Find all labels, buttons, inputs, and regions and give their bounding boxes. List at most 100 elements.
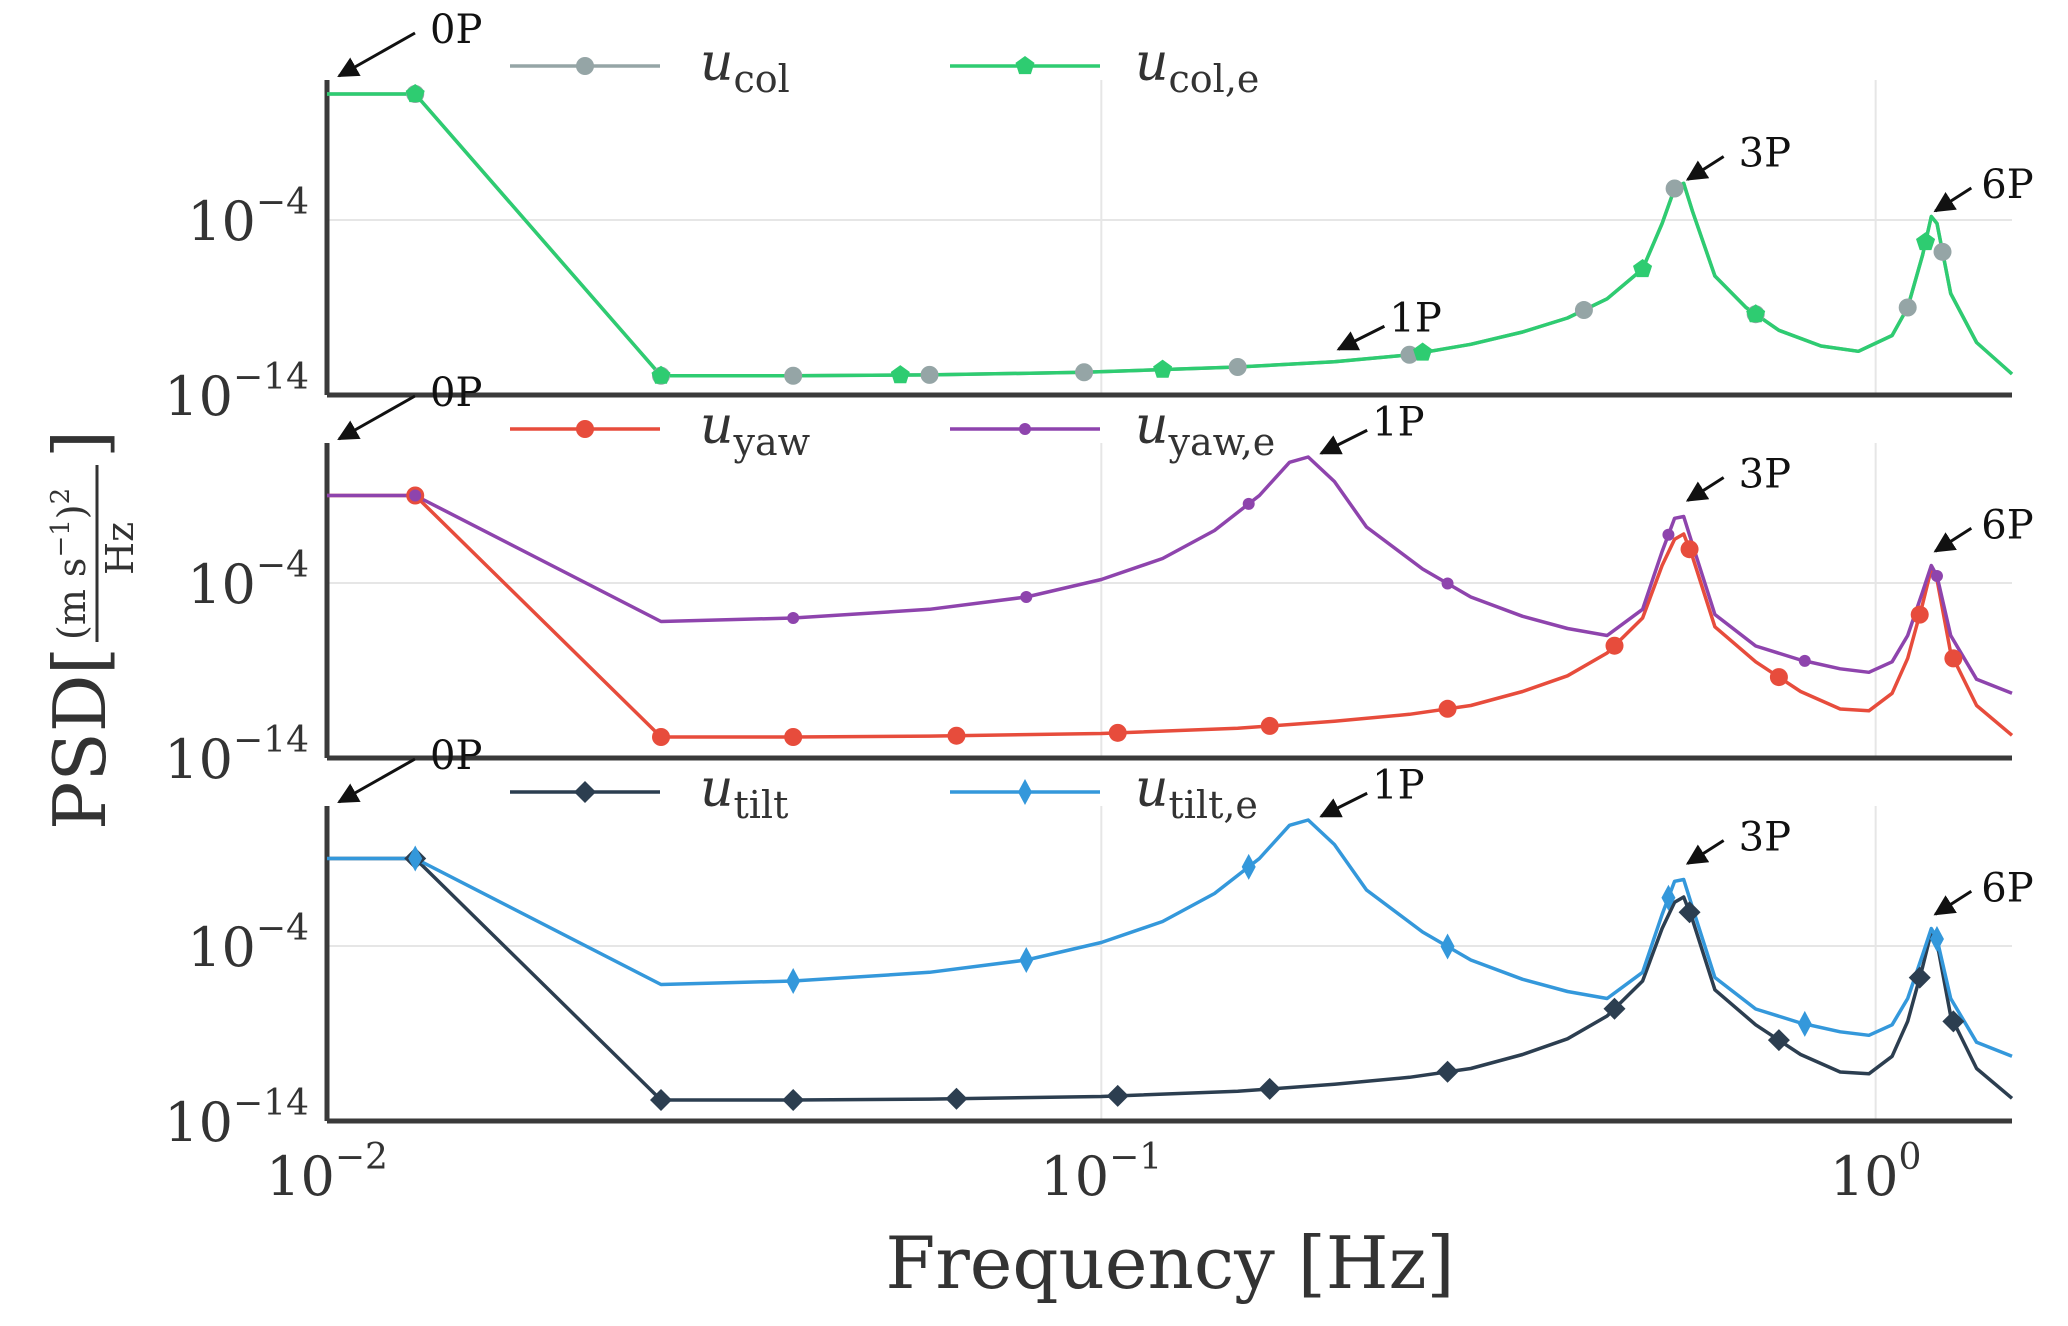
data-point-u_tilt,e <box>1019 947 1034 973</box>
y-tick-label: 10−14 <box>164 720 309 791</box>
data-point-u_yaw <box>1260 716 1279 735</box>
svg-text:0P: 0P <box>430 733 482 779</box>
svg-text:uyaw,e: uyaw,e <box>1135 396 1275 464</box>
series-line-u_tilt,e <box>327 818 2013 1058</box>
data-point-u_yaw,e <box>1662 528 1675 541</box>
data-point-u_yaw <box>1944 649 1963 668</box>
data-point-u_yaw,e <box>1020 591 1033 603</box>
y-tick-label: 10−14 <box>164 357 309 428</box>
svg-text:1P: 1P <box>1389 295 1441 341</box>
data-point-u_tilt <box>782 1089 805 1111</box>
x-tick-label: 10−2 <box>266 1137 388 1208</box>
svg-text:3P: 3P <box>1739 452 1791 498</box>
svg-text:1P: 1P <box>1372 762 1424 808</box>
annotation-0P: 0P <box>337 370 482 441</box>
annotation-0P: 0P <box>337 7 482 78</box>
annotation-6P: 6P <box>1933 502 2034 553</box>
data-point-u_yaw,e <box>1441 577 1454 590</box>
y-tick-label: 10−14 <box>164 1083 309 1154</box>
panel-1: 10−4 10−14 ucol ucol,e 0P 1P 3P 6P <box>164 7 2033 428</box>
data-point-u_col <box>1933 242 1952 261</box>
data-point-u_col,e <box>890 365 910 384</box>
data-point-u_tilt,e <box>1929 926 1944 952</box>
data-point-u_yaw <box>1108 723 1127 742</box>
y-tick-label: 10−4 <box>187 545 309 616</box>
data-point-u_tilt,e <box>408 845 423 872</box>
series-line-u_tilt <box>327 856 2014 1102</box>
annotation-6P: 6P <box>1933 865 2034 916</box>
data-point-u_col,e <box>1413 342 1433 361</box>
data-point-u_yaw,e <box>787 612 800 624</box>
data-point-u_yaw <box>1910 605 1929 624</box>
svg-text:3P: 3P <box>1739 815 1791 861</box>
series-line-u_yaw,e <box>327 455 2013 695</box>
data-point-u_col <box>784 366 803 385</box>
legend-marker <box>1019 423 1031 435</box>
data-point-u_col <box>1898 298 1917 317</box>
legend-marker <box>1015 56 1035 75</box>
data-point-u_tilt <box>1436 1060 1459 1083</box>
data-point-u_col,e <box>405 84 425 103</box>
data-point-u_col <box>1075 363 1094 382</box>
svg-text:ucol,e: ucol,e <box>1135 33 1259 101</box>
annotation-0P: 0P <box>337 733 482 804</box>
x-tick-label: 100 <box>1830 1137 1922 1208</box>
svg-text:3P: 3P <box>1739 131 1791 177</box>
data-point-u_tilt <box>1106 1084 1129 1107</box>
y-tick-label: 10−4 <box>187 908 309 979</box>
data-point-u_tilt,e <box>1440 933 1455 960</box>
data-point-u_yaw <box>1605 636 1624 655</box>
y-axis-label: PSD[(m s−1)2Hz] <box>38 430 142 830</box>
legend-entry-u_tilt: utilt <box>510 759 788 827</box>
svg-text:6P: 6P <box>1981 865 2033 911</box>
data-point-u_col <box>1228 358 1247 376</box>
data-point-u_col,e <box>1916 232 1936 251</box>
data-point-u_yaw,e <box>1930 570 1943 582</box>
svg-text:[: [ <box>38 647 122 675</box>
data-point-u_tilt <box>1908 966 1931 989</box>
ylabel-numerator: (m s−1)2 <box>46 488 94 640</box>
data-point-u_col,e <box>1746 304 1766 323</box>
data-point-u_col <box>920 365 939 384</box>
data-point-u_yaw <box>652 728 671 746</box>
series-line-u_yaw <box>327 493 2014 739</box>
svg-text:1P: 1P <box>1372 399 1424 445</box>
x-tick-label: 10−1 <box>1040 1137 1162 1208</box>
data-point-u_yaw,e <box>409 489 422 502</box>
svg-text:utilt: utilt <box>700 759 788 827</box>
data-point-u_tilt <box>650 1089 673 1111</box>
legend-marker <box>576 420 594 438</box>
svg-text:]: ] <box>38 430 122 458</box>
y-tick-label: 10−4 <box>187 182 309 253</box>
legend-entry-u_yaw: uyaw <box>510 396 811 464</box>
x-axis-label: Frequency [Hz] <box>885 1221 1454 1305</box>
legend-marker <box>576 57 594 75</box>
svg-text:0P: 0P <box>430 370 482 416</box>
panel-3: 10−4 10−14 utilt utilt,e 0P 1P 3P 6P <box>164 733 2033 1154</box>
legend-entry-u_tilt,e: utilt,e <box>950 759 1258 827</box>
annotation-1P: 1P <box>1319 399 1425 455</box>
data-point-u_yaw,e <box>1242 497 1255 510</box>
svg-text:6P: 6P <box>1981 162 2033 208</box>
data-point-u_yaw <box>1680 540 1699 559</box>
panel-2: 10−4 10−14 uyaw uyaw,e 0P 1P 3P 6P <box>164 370 2033 791</box>
data-point-u_col <box>1574 301 1593 320</box>
legend-entry-u_yaw,e: uyaw,e <box>950 396 1275 464</box>
data-point-u_tilt <box>945 1087 968 1110</box>
legend-marker <box>574 781 596 803</box>
svg-text:6P: 6P <box>1981 502 2033 548</box>
data-point-u_tilt <box>1258 1077 1281 1100</box>
data-point-u_tilt,e <box>1241 853 1256 880</box>
svg-text:utilt,e: utilt,e <box>1135 759 1258 827</box>
annotation-3P: 3P <box>1685 452 1791 502</box>
data-point-u_yaw <box>784 728 803 746</box>
data-point-u_tilt <box>1678 901 1701 924</box>
annotation-3P: 3P <box>1685 131 1791 181</box>
annotation-1P: 1P <box>1319 762 1425 818</box>
svg-text:ucol: ucol <box>700 33 790 101</box>
data-point-u_yaw <box>1769 668 1788 687</box>
ylabel-psd: PSD <box>38 675 122 831</box>
data-point-u_tilt <box>1942 1010 1965 1033</box>
data-point-u_yaw <box>947 726 966 745</box>
